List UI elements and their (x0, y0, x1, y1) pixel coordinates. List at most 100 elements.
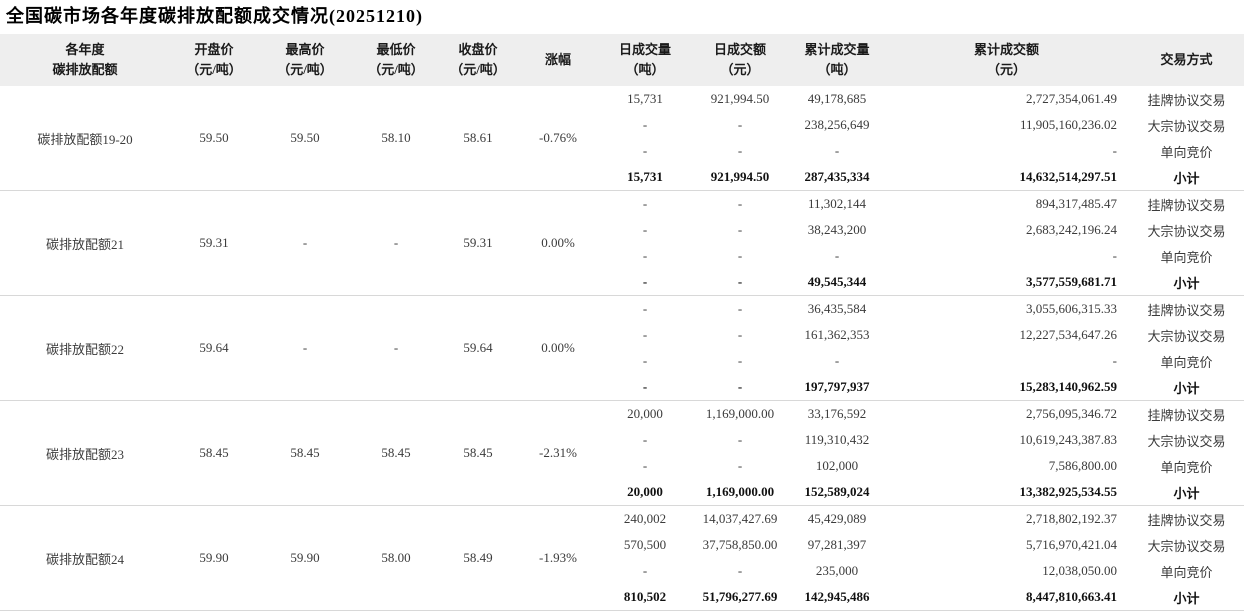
table-row: - - 38,243,200 2,683,242,196.24 大宗协议交易 (0, 217, 1244, 243)
col-header-cum-amount: 累计成交额 （元） (884, 34, 1129, 86)
cum-amount: 15,283,140,962.59 (1019, 379, 1118, 394)
trade-method: 单向竞价 (1160, 249, 1213, 265)
cum-amount: 8,447,810,663.41 (1026, 589, 1117, 604)
change-pct: 0.00% (541, 340, 575, 355)
daily-volume: - (642, 563, 648, 578)
cum-amount: 7,586,800.00 (1048, 458, 1117, 473)
trade-method: 单向竞价 (1160, 354, 1213, 370)
allowance-name: 碳排放配额22 (45, 341, 124, 357)
subtotal-row: 15,731 921,994.50 287,435,334 14,632,514… (0, 164, 1244, 191)
high-price: - (302, 340, 308, 355)
daily-amount: - (737, 222, 743, 237)
allowance-name: 碳排放配额24 (45, 551, 124, 567)
low-price: - (393, 235, 399, 250)
low-price: - (393, 340, 399, 355)
daily-volume: - (642, 222, 648, 237)
trade-method: 单向竞价 (1160, 564, 1213, 580)
trade-method: 小计 (1173, 275, 1200, 291)
cum-amount: 3,577,559,681.71 (1026, 274, 1117, 289)
trade-method: 单向竞价 (1160, 144, 1213, 160)
change-pct: 0.00% (541, 235, 575, 250)
daily-volume: - (642, 353, 648, 368)
allowance-block: 碳排放配额21 59.31 - - 59.31 0.00% - - 11,302… (0, 191, 1244, 296)
table-row: 碳排放配额21 59.31 - - 59.31 0.00% - - 11,302… (0, 191, 1244, 252)
cum-volume: 38,243,200 (807, 222, 867, 237)
table-row: - - 238,256,649 11,905,160,236.02 大宗协议交易 (0, 112, 1244, 138)
daily-volume: - (642, 248, 648, 263)
cum-amount: - (1112, 353, 1117, 368)
close-price: 59.64 (463, 340, 493, 355)
table-row: 570,500 37,758,850.00 97,281,397 5,716,9… (0, 532, 1244, 558)
cum-volume: 33,176,592 (807, 406, 867, 421)
allowance-name: 碳排放配额19-20 (37, 131, 133, 147)
cum-amount: - (1112, 143, 1117, 158)
table-row: 碳排放配额22 59.64 - - 59.64 0.00% - - 36,435… (0, 296, 1244, 357)
trade-method: 小计 (1173, 590, 1200, 606)
cum-volume: 45,429,089 (807, 511, 867, 526)
page-title: 全国碳市场各年度碳排放配额成交情况(20251210) (6, 6, 423, 26)
cum-volume: 152,589,024 (804, 484, 870, 499)
table-row: 碳排放配额24 59.90 59.90 58.00 58.49 -1.93% 2… (0, 506, 1244, 567)
high-price: 59.50 (290, 130, 320, 145)
allowance-block: 碳排放配额22 59.64 - - 59.64 0.00% - - 36,435… (0, 296, 1244, 401)
cum-volume: 49,545,344 (807, 274, 867, 289)
cum-volume: - (834, 248, 840, 263)
daily-amount: - (737, 196, 743, 211)
allowance-name: 碳排放配额21 (45, 236, 124, 252)
col-header-allowance: 各年度 碳排放配额 (0, 34, 170, 86)
daily-amount: 51,796,277.69 (702, 589, 778, 604)
cum-volume: - (834, 143, 840, 158)
daily-volume: 20,000 (627, 406, 663, 421)
trade-method: 小计 (1173, 170, 1200, 186)
low-price: 58.00 (381, 550, 411, 565)
daily-amount: - (737, 563, 743, 578)
daily-amount: 14,037,427.69 (702, 511, 778, 526)
cum-amount: 13,382,925,534.55 (1019, 484, 1118, 499)
cum-volume: 142,945,486 (804, 589, 870, 604)
trade-method: 大宗协议交易 (1147, 118, 1226, 134)
daily-amount: - (737, 143, 743, 158)
col-header-change: 涨幅 (516, 34, 600, 86)
daily-volume: - (642, 327, 648, 342)
daily-amount: - (737, 353, 743, 368)
open-price: 58.45 (199, 445, 229, 460)
cum-volume: 161,362,353 (804, 327, 870, 342)
cum-amount: 5,716,970,421.04 (1026, 537, 1117, 552)
trade-method: 小计 (1173, 380, 1200, 396)
daily-volume: 240,002 (623, 511, 667, 526)
daily-volume: - (642, 301, 648, 316)
trade-method: 大宗协议交易 (1147, 538, 1226, 554)
daily-volume: - (642, 432, 648, 447)
subtotal-row: - - 197,797,937 15,283,140,962.59 小计 (0, 374, 1244, 401)
change-pct: -2.31% (539, 445, 577, 460)
daily-volume: - (642, 379, 648, 394)
allowance-block: 碳排放配额23 58.45 58.45 58.45 58.45 -2.31% 2… (0, 401, 1244, 506)
cum-amount: 14,632,514,297.51 (1019, 169, 1118, 184)
trade-method: 小计 (1173, 485, 1200, 501)
cum-volume: 102,000 (815, 458, 859, 473)
daily-volume: 810,502 (623, 589, 667, 604)
carbon-trading-table: 各年度 碳排放配额 开盘价 （元/吨） 最高价 （元/吨） 最低价 （元/吨） 收盘价（… (0, 34, 1244, 611)
col-header-daily-volume: 日成交量 （吨） (600, 34, 690, 86)
high-price: - (302, 235, 308, 250)
trade-method: 大宗协议交易 (1147, 328, 1226, 344)
daily-amount: - (737, 458, 743, 473)
daily-amount: - (737, 274, 743, 289)
cum-volume: 197,797,937 (804, 379, 870, 394)
trade-method: 挂牌协议交易 (1147, 197, 1226, 213)
open-price: 59.31 (199, 235, 229, 250)
table-row: - - - - 单向竞价 (0, 348, 1244, 374)
trade-method: 挂牌协议交易 (1147, 92, 1226, 108)
cum-amount: 12,038,050.00 (1042, 563, 1117, 578)
change-pct: -0.76% (539, 130, 577, 145)
daily-amount: 37,758,850.00 (702, 537, 778, 552)
daily-volume: 15,731 (627, 169, 663, 184)
daily-volume: - (642, 458, 648, 473)
close-price: 59.31 (463, 235, 493, 250)
open-price: 59.64 (199, 340, 229, 355)
col-header-daily-amount: 日成交额 （元） (690, 34, 790, 86)
allowance-block: 碳排放配额19-20 59.50 59.50 58.10 58.61 -0.76… (0, 86, 1244, 191)
daily-volume: 570,500 (623, 537, 667, 552)
open-price: 59.90 (199, 550, 229, 565)
subtotal-row: 20,000 1,169,000.00 152,589,024 13,382,9… (0, 479, 1244, 506)
